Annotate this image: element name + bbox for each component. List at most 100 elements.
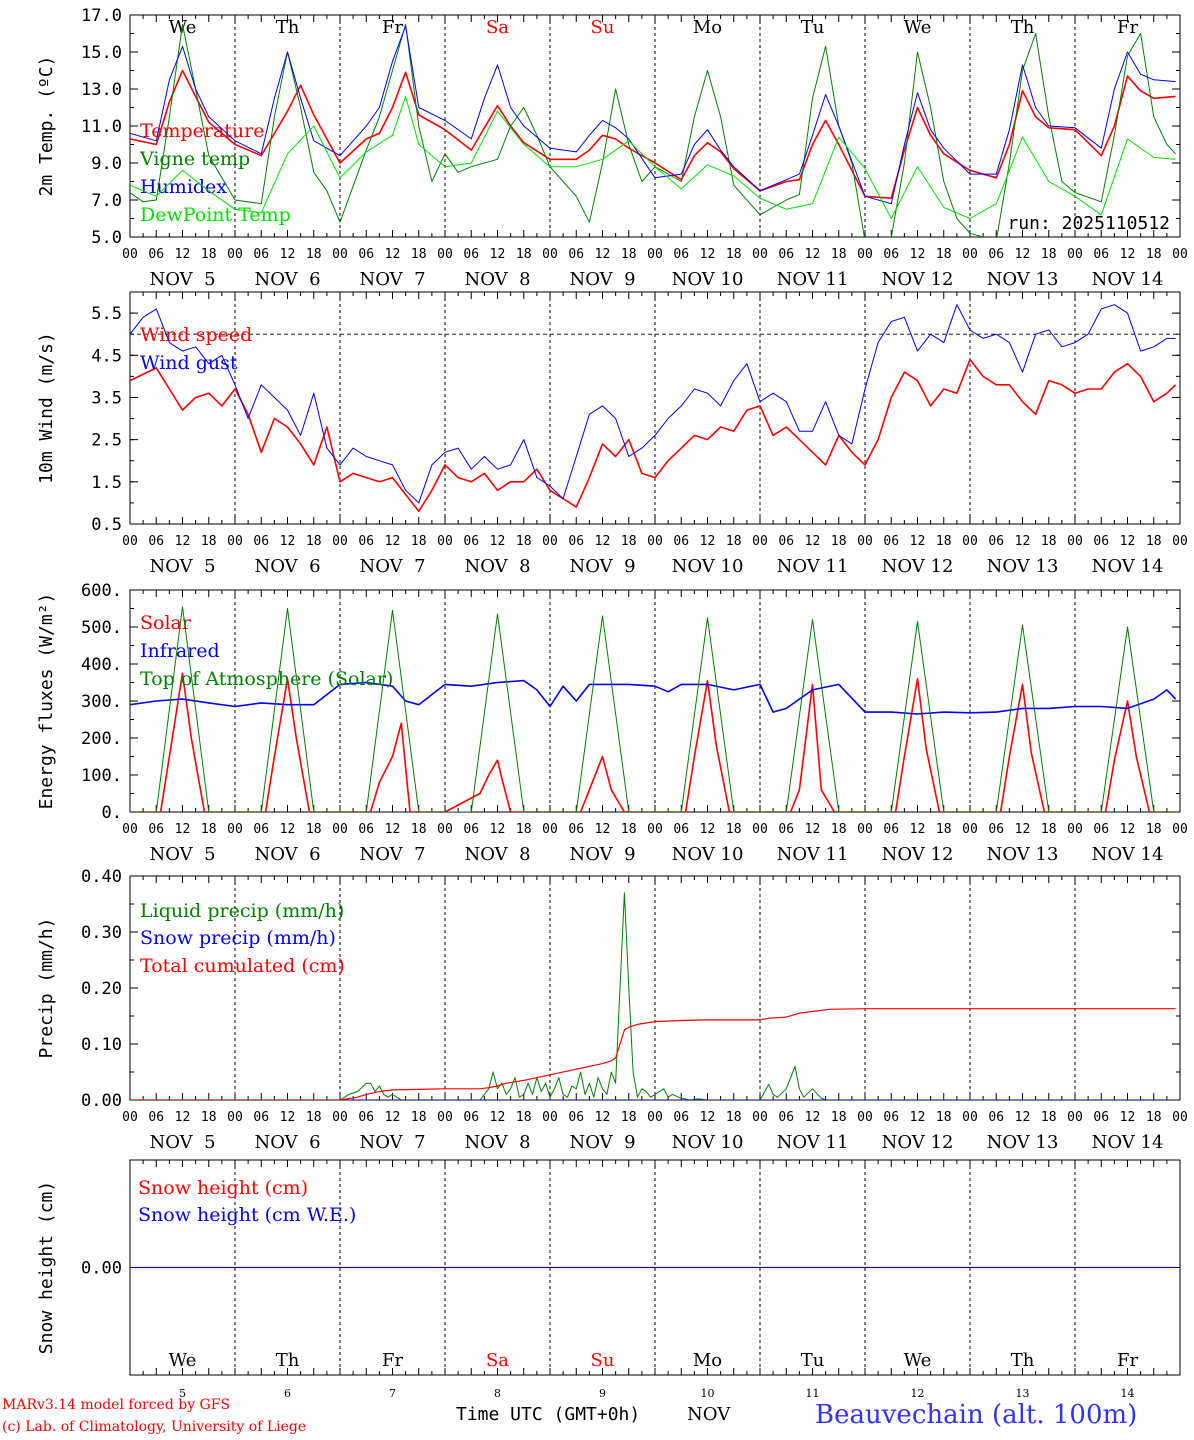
y-tick-label: 600. bbox=[81, 581, 122, 601]
date-label: NOV 5 bbox=[149, 844, 215, 865]
hour-tick-label: 06 bbox=[883, 822, 899, 837]
hour-tick-label: 06 bbox=[463, 1110, 479, 1125]
day-number-label: 7 bbox=[389, 1387, 396, 1400]
hour-tick-label: 00 bbox=[647, 1110, 663, 1125]
y-tick-label: 500. bbox=[81, 618, 122, 638]
hour-tick-label: 00 bbox=[437, 822, 453, 837]
hour-tick-label: 12 bbox=[1120, 1110, 1136, 1125]
hour-tick-label: 00 bbox=[1172, 247, 1188, 262]
legend-entry: Total cumulated (cm) bbox=[140, 955, 345, 977]
date-label: NOV 5 bbox=[149, 269, 215, 290]
hour-tick-label: 00 bbox=[122, 247, 138, 262]
hour-tick-label: 12 bbox=[1015, 1110, 1031, 1125]
flux-panel: 0. 100. 200. 300. 400. 500. 600. Energy fluxes … bbox=[36, 581, 1188, 865]
hour-tick-label: 12 bbox=[175, 534, 191, 549]
hour-tick-label: 12 bbox=[385, 534, 401, 549]
hour-tick-label: 06 bbox=[673, 822, 689, 837]
date-label: NOV 12 bbox=[882, 844, 954, 865]
hour-tick-label: 18 bbox=[411, 534, 427, 549]
hour-tick-label: 12 bbox=[910, 1110, 926, 1125]
date-label: NOV 10 bbox=[672, 1132, 744, 1153]
wind-series-wind-speed bbox=[130, 358, 1177, 513]
hour-tick-label: 00 bbox=[227, 247, 243, 262]
hour-tick-label: 12 bbox=[280, 247, 296, 262]
hour-tick-label: 06 bbox=[883, 534, 899, 549]
hour-tick-label: 06 bbox=[1093, 822, 1109, 837]
hour-tick-label: 18 bbox=[1146, 247, 1162, 262]
hour-tick-label: 18 bbox=[621, 534, 637, 549]
hour-tick-label: 06 bbox=[988, 534, 1004, 549]
hour-tick-label: 18 bbox=[1041, 1110, 1057, 1125]
y-tick-label: 0.30 bbox=[81, 923, 122, 943]
date-label: NOV 14 bbox=[1092, 1132, 1164, 1153]
y-tick-label: 0. bbox=[102, 803, 122, 823]
date-label: NOV 8 bbox=[464, 556, 530, 577]
hour-tick-label: 00 bbox=[752, 822, 768, 837]
wind-ylabel: 10m Wind (m/s) bbox=[36, 332, 57, 484]
date-label: NOV 13 bbox=[987, 844, 1059, 865]
y-tick-label: 9.0 bbox=[91, 154, 122, 174]
date-label: NOV 7 bbox=[359, 269, 425, 290]
hour-tick-label: 06 bbox=[463, 534, 479, 549]
hour-tick-label: 12 bbox=[1120, 822, 1136, 837]
hour-tick-label: 06 bbox=[673, 534, 689, 549]
y-tick-label: 3.5 bbox=[91, 388, 122, 408]
hour-tick-label: 06 bbox=[148, 1110, 164, 1125]
hour-tick-label: 06 bbox=[358, 534, 374, 549]
hour-tick-label: 18 bbox=[726, 534, 742, 549]
flux-ylabel: Energy fluxes (W/m²) bbox=[36, 593, 57, 810]
hour-tick-label: 12 bbox=[1120, 534, 1136, 549]
day-number-label: 12 bbox=[911, 1387, 925, 1400]
hour-tick-label: 00 bbox=[332, 1110, 348, 1125]
temp-ylabel: 2m Temp. (ºC) bbox=[36, 56, 57, 197]
hour-tick-label: 18 bbox=[411, 247, 427, 262]
hour-tick-label: 06 bbox=[778, 822, 794, 837]
hour-tick-label: 12 bbox=[700, 534, 716, 549]
hour-tick-label: 12 bbox=[1015, 534, 1031, 549]
date-label: NOV 6 bbox=[254, 269, 320, 290]
hour-tick-label: 18 bbox=[1146, 534, 1162, 549]
hour-tick-label: 00 bbox=[962, 1110, 978, 1125]
hour-tick-label: 12 bbox=[280, 534, 296, 549]
hour-tick-label: 00 bbox=[857, 1110, 873, 1125]
hour-tick-label: 00 bbox=[1172, 534, 1188, 549]
hour-tick-label: 18 bbox=[726, 822, 742, 837]
hour-tick-label: 12 bbox=[385, 1110, 401, 1125]
hour-tick-label: 18 bbox=[621, 822, 637, 837]
date-label: NOV 10 bbox=[672, 269, 744, 290]
day-label: Fr bbox=[382, 17, 403, 38]
hour-tick-label: 06 bbox=[463, 822, 479, 837]
legend-entry: Liquid precip (mm/h) bbox=[140, 900, 344, 922]
day-number-label: 6 bbox=[284, 1387, 291, 1400]
date-label: NOV 7 bbox=[359, 844, 425, 865]
y-tick-label: 0.00 bbox=[81, 1091, 122, 1111]
hour-tick-label: 18 bbox=[936, 247, 952, 262]
date-label: NOV 11 bbox=[777, 269, 849, 290]
hour-tick-label: 18 bbox=[516, 247, 532, 262]
hour-tick-label: 12 bbox=[175, 247, 191, 262]
hour-tick-label: 00 bbox=[122, 534, 138, 549]
date-label: NOV 5 bbox=[149, 1132, 215, 1153]
hour-tick-label: 06 bbox=[778, 1110, 794, 1125]
temp-series-temperature bbox=[130, 69, 1176, 199]
flux-series-top-of-atmosphere-solar bbox=[130, 606, 1176, 812]
y-tick-label: 4.5 bbox=[91, 346, 122, 366]
date-label: NOV 9 bbox=[569, 556, 635, 577]
hour-tick-label: 18 bbox=[411, 1110, 427, 1125]
hour-tick-label: 18 bbox=[306, 247, 322, 262]
hour-tick-label: 06 bbox=[673, 247, 689, 262]
hour-tick-label: 12 bbox=[595, 1110, 611, 1125]
hour-tick-label: 00 bbox=[857, 822, 873, 837]
hour-tick-label: 12 bbox=[595, 534, 611, 549]
hour-tick-label: 00 bbox=[752, 1110, 768, 1125]
hour-tick-label: 00 bbox=[332, 534, 348, 549]
hour-tick-label: 00 bbox=[647, 822, 663, 837]
day-number-label: 10 bbox=[701, 1387, 715, 1400]
hour-tick-label: 00 bbox=[542, 822, 558, 837]
hour-tick-label: 00 bbox=[542, 1110, 558, 1125]
legend-entry: Vigne temp bbox=[139, 148, 250, 170]
hour-tick-label: 06 bbox=[253, 534, 269, 549]
station-name: Beauvechain (alt. 100m) bbox=[815, 1400, 1138, 1430]
date-label: NOV 8 bbox=[464, 1132, 530, 1153]
hour-tick-label: 12 bbox=[385, 822, 401, 837]
